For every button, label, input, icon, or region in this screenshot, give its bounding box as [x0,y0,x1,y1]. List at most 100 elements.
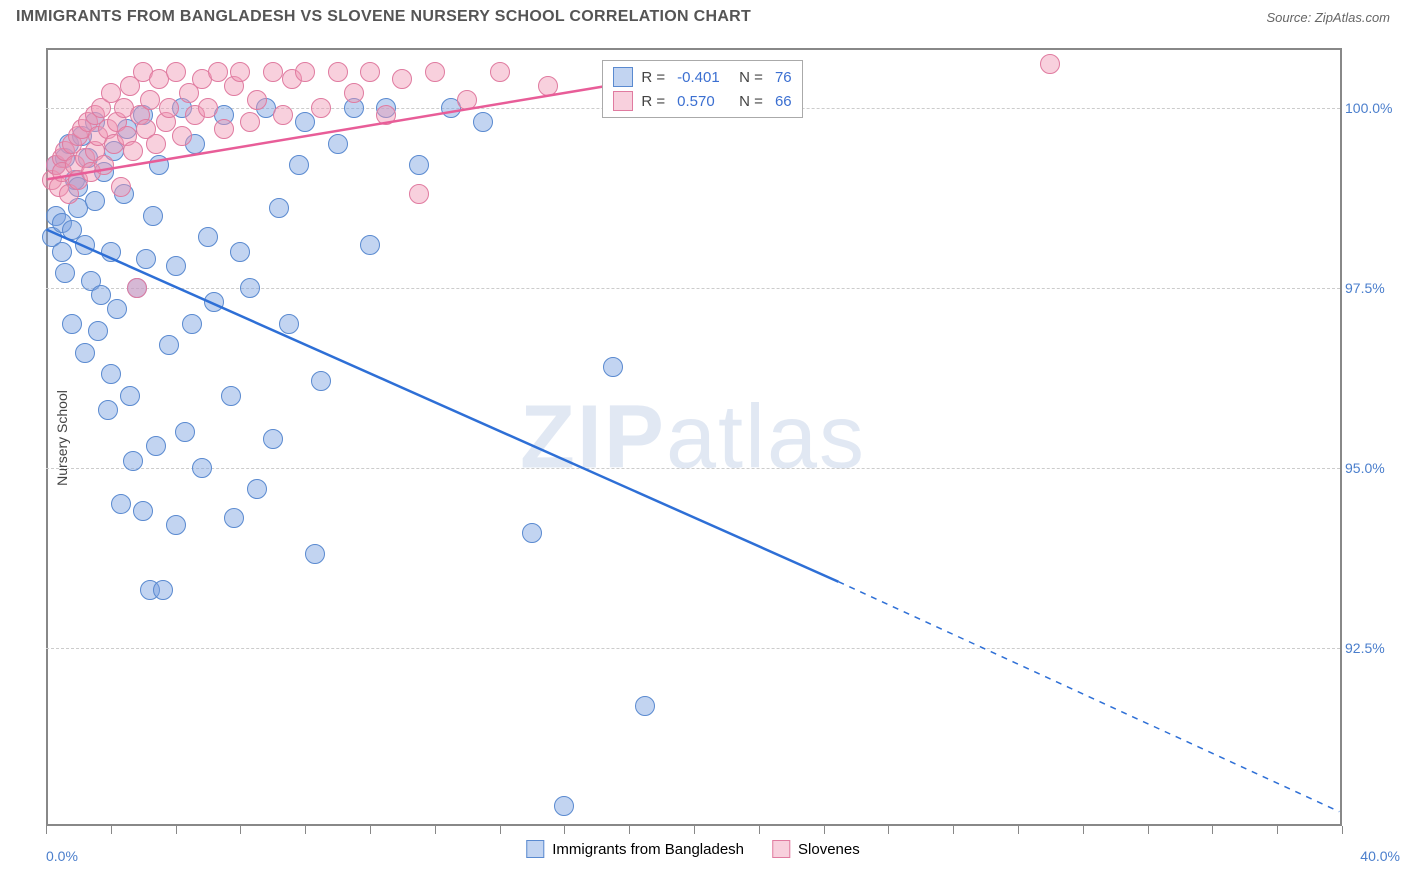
grid-line [46,468,1340,469]
x-tick [1018,826,1019,834]
data-point [279,314,299,334]
legend-n-value: 76 [775,69,792,86]
data-point [311,98,331,118]
data-point [52,242,72,262]
data-point [208,62,228,82]
x-tick [46,826,47,834]
data-point [133,501,153,521]
legend-n-value: 66 [775,93,792,110]
data-point [473,112,493,132]
data-point [409,155,429,175]
data-point [123,451,143,471]
data-point [198,98,218,118]
data-point [263,429,283,449]
data-point [75,235,95,255]
legend-n-label: N = [739,69,763,86]
legend-swatch [613,67,633,87]
data-point [247,479,267,499]
x-tick [370,826,371,834]
data-point [85,191,105,211]
y-tick-label: 92.5% [1345,640,1400,656]
x-tick [824,826,825,834]
data-point [263,62,283,82]
data-point [143,206,163,226]
data-point [269,198,289,218]
data-point [230,242,250,262]
data-point [603,357,623,377]
data-point [172,126,192,146]
data-point [111,494,131,514]
data-point [123,141,143,161]
data-point [111,177,131,197]
x-tick [1083,826,1084,834]
x-tick [305,826,306,834]
data-point [91,285,111,305]
data-point [159,98,179,118]
data-point [166,256,186,276]
data-point [522,523,542,543]
data-point [273,105,293,125]
data-point [360,62,380,82]
data-point [153,580,173,600]
data-point [62,314,82,334]
series-2-name: Slovenes [798,841,860,858]
data-point [88,321,108,341]
data-point [295,112,315,132]
x-tick [500,826,501,834]
x-tick [1212,826,1213,834]
bottom-legend-item-2: Slovenes [772,838,860,860]
data-point [166,515,186,535]
data-point [182,314,202,334]
x-tick [435,826,436,834]
x-tick [1342,826,1343,834]
data-point [192,458,212,478]
data-point [221,386,241,406]
data-point [127,278,147,298]
legend-row: R =-0.401N =76 [613,65,791,89]
data-point [166,62,186,82]
data-point [149,155,169,175]
chart-title: IMMIGRANTS FROM BANGLADESH VS SLOVENE NU… [16,8,751,26]
series-1-name: Immigrants from Bangladesh [552,841,744,858]
legend-box: R =-0.401N =76R =0.570N =66 [602,60,802,118]
chart-area: Nursery School ZIPatlas 92.5%95.0%97.5%1… [46,48,1342,826]
data-point [224,508,244,528]
legend-row: R = 0.570 N = 66 [613,89,791,113]
x-tick [240,826,241,834]
grid-line [46,648,1340,649]
data-point [328,62,348,82]
data-point [94,155,114,175]
data-point [230,62,250,82]
x-tick [176,826,177,834]
data-point [635,696,655,716]
x-tick [759,826,760,834]
data-point [305,544,325,564]
data-point [175,422,195,442]
data-point [538,76,558,96]
x-tick [953,826,954,834]
legend-r-value: 0.570 [677,93,731,110]
legend-n-label: N = [739,93,763,110]
legend-r-label: R = [641,69,665,86]
data-point [107,299,127,319]
data-point [344,83,364,103]
data-point [204,292,224,312]
data-point [490,62,510,82]
y-tick-label: 97.5% [1345,280,1400,296]
data-point [98,400,118,420]
data-point [457,90,477,110]
data-point [554,796,574,816]
legend-swatch [613,91,633,111]
x-tick [629,826,630,834]
y-tick-label: 100.0% [1345,100,1400,116]
legend-r-label: R = [641,93,665,110]
data-point [240,112,260,132]
bottom-legend: Immigrants from Bangladesh Slovenes [526,838,859,860]
x-tick [1277,826,1278,834]
data-point [146,134,166,154]
bottom-legend-item-1: Immigrants from Bangladesh [526,838,744,860]
data-point [360,235,380,255]
data-point [136,249,156,269]
data-point [140,90,160,110]
data-point [409,184,429,204]
